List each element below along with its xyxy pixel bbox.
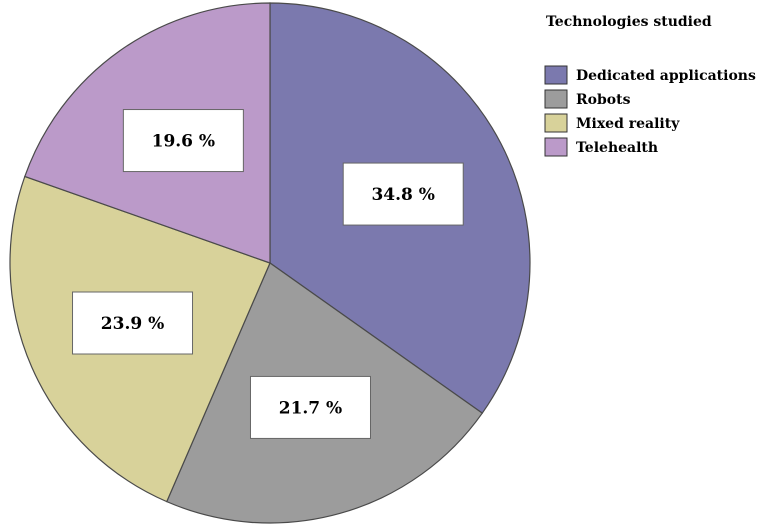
slice-label-robots: 21.7 % (249, 375, 371, 439)
legend-label: Telehealth (576, 140, 658, 156)
slice-value-label: 19.6 % (152, 132, 215, 152)
legend-swatch (544, 137, 568, 157)
slice-label-telehealth: 19.6 % (122, 109, 244, 173)
legend-item-dedicated-applications: Dedicated applications (544, 65, 756, 85)
slice-label-box (72, 291, 194, 355)
legend-title: Technologies studied (546, 14, 712, 30)
slice-value-label: 23.9 % (101, 314, 164, 334)
legend-swatch (544, 65, 568, 85)
legend-item-telehealth: Telehealth (544, 137, 658, 157)
pie-slice-labels: 34.8 % 21.7 % 23.9 % 19.6 % (72, 109, 464, 439)
slice-label-dedicated-applications: 34.8 % (342, 162, 464, 226)
slice-value-label: 21.7 % (279, 398, 342, 418)
legend-item-robots: Robots (544, 89, 631, 109)
slice-label-box (249, 375, 371, 439)
pie-slices (9, 2, 531, 524)
legend-item-mixed-reality: Mixed reality (544, 113, 680, 133)
legend-label: Robots (576, 92, 631, 108)
legend-swatch (544, 113, 568, 133)
legend-label: Mixed reality (576, 116, 680, 132)
slice-label-box (122, 109, 244, 173)
legend-items: Dedicated applications Robots Mixed realit… (544, 65, 756, 157)
legend-label: Dedicated applications (576, 68, 756, 84)
legend-swatch (544, 89, 568, 109)
slice-label-box (342, 162, 464, 226)
slice-value-label: 34.8 % (371, 185, 434, 205)
slice-label-mixed-reality: 23.9 % (72, 291, 194, 355)
legend: Technologies studied Dedicated applicati… (544, 14, 756, 157)
